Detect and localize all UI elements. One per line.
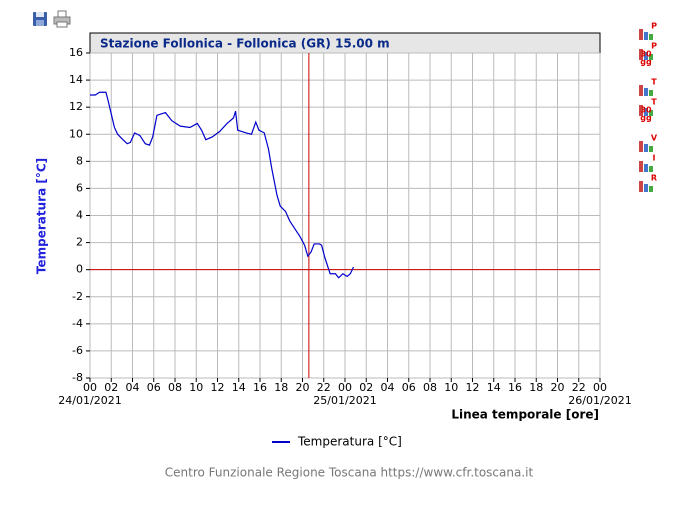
save-icon[interactable]	[33, 12, 47, 26]
icon-bar	[649, 90, 653, 96]
icon-bar	[644, 88, 648, 96]
x-tick-label: 06	[147, 381, 161, 394]
x-tick-label: 16	[508, 381, 522, 394]
y-axis-label: Temperatura [°C]	[35, 158, 49, 274]
side-button-label: P	[651, 22, 657, 31]
icon-bar	[639, 105, 643, 116]
icon-bar	[644, 184, 648, 192]
icon-bar	[639, 29, 643, 40]
y-tick-label: -2	[72, 290, 83, 303]
side-button[interactable]: V	[639, 134, 658, 153]
y-tick-label: 16	[69, 46, 83, 59]
side-button-label: P	[651, 42, 657, 51]
icon-bar	[649, 110, 653, 116]
x-tick-label: 10	[189, 381, 203, 394]
side-button-label: T	[651, 98, 657, 107]
x-tick-label: 04	[381, 381, 395, 394]
side-button[interactable]: R	[639, 174, 657, 193]
side-button[interactable]: P	[639, 22, 657, 41]
side-button-label: I	[653, 154, 656, 163]
x-tick-label: 10	[444, 381, 458, 394]
side-button[interactable]: T	[639, 78, 657, 97]
x-tick-label: 18	[274, 381, 288, 394]
y-tick-label: 6	[76, 181, 83, 194]
y-tick-label: -6	[72, 344, 83, 357]
icon-bar	[639, 181, 643, 192]
print-icon[interactable]	[53, 10, 71, 28]
icon-bar	[649, 166, 653, 172]
x-tick-label: 04	[126, 381, 140, 394]
x-tick-label: 20	[551, 381, 565, 394]
side-button-label: 30	[640, 106, 652, 115]
data-line	[90, 91, 355, 279]
side-button-label: R	[651, 174, 657, 183]
icon-bar	[649, 54, 653, 60]
date-label: 25/01/2021	[313, 394, 376, 407]
side-button[interactable]: I	[639, 154, 656, 173]
y-tick-label: 14	[69, 73, 83, 86]
x-tick-label: 02	[359, 381, 373, 394]
x-tick-label: 08	[168, 381, 182, 394]
x-tick-label: 00	[83, 381, 97, 394]
x-tick-label: 02	[104, 381, 118, 394]
x-tick-label: 14	[232, 381, 246, 394]
y-tick-label: 2	[76, 236, 83, 249]
chart-title: Stazione Follonica - Follonica (GR) 15.0…	[100, 37, 390, 51]
icon-bar	[639, 141, 643, 152]
icon-bar	[644, 32, 648, 40]
side-button-label: gg	[640, 58, 652, 67]
x-tick-label: 22	[317, 381, 331, 394]
icon-bar	[644, 144, 648, 152]
y-tick-label: 8	[76, 154, 83, 167]
x-axis-label: Linea temporale [ore]	[451, 408, 599, 422]
x-tick-label: 12	[466, 381, 480, 394]
x-tick-label: 16	[253, 381, 267, 394]
icon-bar	[649, 186, 653, 192]
x-tick-label: 08	[423, 381, 437, 394]
side-button-label: 30	[640, 50, 652, 59]
y-tick-label: 12	[69, 100, 83, 113]
y-tick-label: -4	[72, 317, 83, 330]
y-tick-label: 0	[76, 263, 83, 276]
icon-bar	[649, 146, 653, 152]
icon-bar	[644, 52, 648, 60]
icon-bar	[639, 161, 643, 172]
icon-bar	[644, 108, 648, 116]
date-label: 26/01/2021	[568, 394, 631, 407]
side-button-label: T	[651, 78, 657, 87]
x-tick-label: 22	[572, 381, 586, 394]
x-tick-label: 00	[338, 381, 352, 394]
x-tick-label: 12	[211, 381, 225, 394]
date-label: 24/01/2021	[58, 394, 121, 407]
footer: Centro Funzionale Regione Toscana https:…	[165, 466, 534, 480]
y-tick-label: -8	[72, 371, 83, 384]
icon-bar	[644, 164, 648, 172]
side-button-label: gg	[640, 114, 652, 123]
x-tick-label: 20	[296, 381, 310, 394]
x-tick-label: 00	[593, 381, 607, 394]
side-button-label: V	[651, 134, 658, 143]
x-tick-label: 06	[402, 381, 416, 394]
legend-label: Temperatura [°C]	[297, 435, 402, 449]
icon-bar	[649, 34, 653, 40]
y-tick-label: 10	[69, 127, 83, 140]
y-tick-label: 4	[76, 209, 83, 222]
x-tick-label: 14	[487, 381, 501, 394]
x-tick-label: 18	[529, 381, 543, 394]
icon-bar	[639, 85, 643, 96]
icon-bar	[639, 49, 643, 60]
